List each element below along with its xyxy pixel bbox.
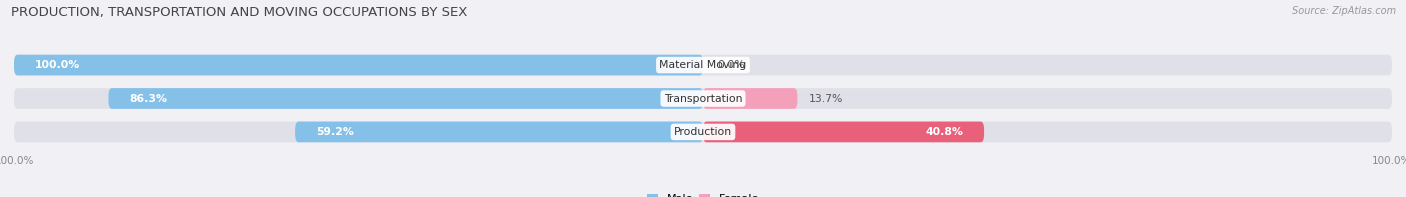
FancyBboxPatch shape [14, 88, 1392, 109]
Text: 100.0%: 100.0% [35, 60, 80, 70]
Text: 86.3%: 86.3% [129, 94, 167, 103]
FancyBboxPatch shape [14, 55, 703, 75]
FancyBboxPatch shape [703, 122, 984, 142]
Text: 40.8%: 40.8% [925, 127, 963, 137]
FancyBboxPatch shape [295, 122, 703, 142]
Text: PRODUCTION, TRANSPORTATION AND MOVING OCCUPATIONS BY SEX: PRODUCTION, TRANSPORTATION AND MOVING OC… [11, 6, 468, 19]
FancyBboxPatch shape [14, 55, 1392, 75]
Text: Production: Production [673, 127, 733, 137]
Text: 13.7%: 13.7% [808, 94, 842, 103]
Text: Material Moving: Material Moving [659, 60, 747, 70]
Text: 0.0%: 0.0% [717, 60, 745, 70]
Legend: Male, Female: Male, Female [643, 190, 763, 197]
FancyBboxPatch shape [703, 88, 797, 109]
FancyBboxPatch shape [14, 122, 1392, 142]
FancyBboxPatch shape [108, 88, 703, 109]
Text: Source: ZipAtlas.com: Source: ZipAtlas.com [1292, 6, 1396, 16]
Text: Transportation: Transportation [664, 94, 742, 103]
Text: 59.2%: 59.2% [316, 127, 354, 137]
